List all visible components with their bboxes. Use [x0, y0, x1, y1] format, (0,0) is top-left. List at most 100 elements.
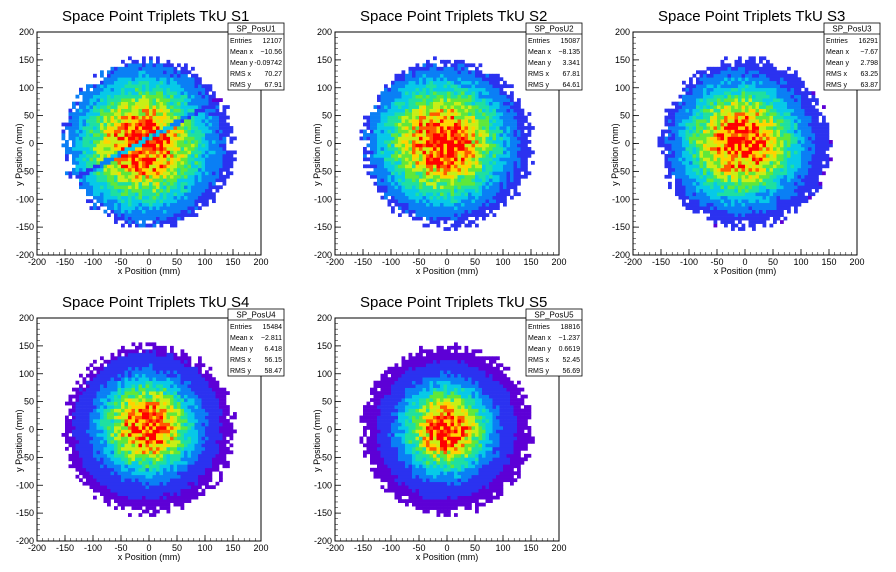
heatmap-cell [194, 115, 199, 120]
heatmap-cell [96, 143, 101, 148]
heatmap-cell [419, 188, 423, 193]
heatmap-cell [699, 150, 704, 155]
heatmap-cell [482, 73, 486, 78]
heatmap-cell [138, 216, 143, 221]
heatmap-cell [107, 122, 111, 127]
heatmap-cell [461, 59, 465, 64]
heatmap-cell [443, 126, 448, 130]
heatmap-cell [506, 112, 511, 116]
heatmap-cell [468, 105, 472, 109]
heatmap-cell [114, 188, 118, 193]
heatmap-cell [387, 157, 392, 162]
heatmap-cell [692, 140, 697, 144]
heatmap-cell [689, 112, 693, 116]
heatmap-cell [741, 227, 746, 231]
heatmap-cell [678, 164, 683, 169]
heatmap-cell [422, 98, 427, 102]
heatmap-cell [173, 216, 178, 221]
heatmap-cell [724, 119, 728, 123]
heatmap-cell [138, 133, 143, 137]
heatmap-cell [731, 202, 735, 207]
heatmap-cell [394, 105, 399, 109]
heatmap-cell [457, 91, 462, 96]
heatmap-cell [107, 115, 111, 120]
heatmap-cell [135, 59, 139, 64]
heatmap-cell [454, 223, 458, 228]
heatmap-cell [696, 202, 700, 207]
heatmap-cell [468, 202, 472, 207]
heatmap-cell [121, 174, 125, 179]
heatmap-cell [177, 171, 181, 176]
heatmap-cell [440, 206, 444, 211]
heatmap-cell [96, 160, 101, 165]
x-tick-label: 50 [172, 257, 182, 267]
heatmap-cell [170, 122, 174, 127]
heatmap-cell [517, 115, 521, 120]
heatmap-cell [513, 129, 518, 134]
heatmap-cell [682, 80, 686, 85]
heatmap-cell [426, 199, 430, 204]
heatmap-cell [741, 108, 746, 113]
heatmap-cell [215, 136, 220, 141]
heatmap-cell [107, 98, 111, 102]
heatmap-cell [692, 87, 697, 92]
heatmap-cell [492, 119, 497, 123]
heatmap-cell [219, 150, 223, 155]
heatmap-cell [499, 164, 504, 169]
heatmap-cell [675, 129, 679, 134]
heatmap-cell [89, 119, 94, 123]
heatmap-cell [159, 105, 164, 109]
heatmap-cell [492, 140, 497, 144]
heatmap-cell [762, 192, 767, 197]
heatmap-cell [96, 108, 101, 113]
heatmap-cell [457, 213, 462, 217]
heatmap-cell [201, 153, 206, 158]
heatmap-cell [752, 199, 756, 204]
stats-label: Entries [528, 38, 550, 45]
heatmap-cell [703, 150, 707, 155]
heatmap-cell [173, 185, 178, 190]
heatmap-cell [422, 195, 427, 200]
heatmap-cell [703, 77, 707, 82]
heatmap-cell [117, 209, 122, 214]
heatmap-cell [457, 59, 462, 64]
heatmap-cell [675, 174, 679, 179]
heatmap-cell [485, 77, 490, 82]
heatmap-cell [433, 66, 437, 71]
heatmap-cell [706, 115, 711, 120]
heatmap-cell [503, 150, 507, 155]
heatmap-cell [426, 73, 430, 78]
heatmap-cell [692, 185, 697, 190]
heatmap-cell [422, 192, 427, 197]
heatmap-cell [492, 126, 497, 130]
heatmap-cell [457, 146, 462, 151]
heatmap-cell [731, 101, 735, 106]
heatmap-cell [727, 66, 732, 71]
heatmap-cell [103, 150, 108, 155]
heatmap-cell [517, 140, 521, 144]
heatmap-cell [128, 185, 132, 190]
heatmap-cell [387, 87, 392, 92]
heatmap-cell [142, 157, 146, 162]
heatmap-cell [713, 87, 718, 92]
heatmap-cell [412, 84, 416, 89]
heatmap-cell [471, 206, 476, 211]
heatmap-cell [703, 192, 707, 197]
heatmap-cell [212, 105, 216, 109]
heatmap-cell [384, 185, 388, 190]
heatmap-cell [699, 112, 704, 116]
heatmap-cell [436, 185, 441, 190]
heatmap-cell [492, 146, 497, 151]
heatmap-cell [100, 178, 104, 183]
heatmap-cell [107, 129, 111, 134]
heatmap-cell [748, 164, 753, 169]
heatmap-cell [471, 195, 476, 200]
heatmap-cell [429, 157, 434, 162]
heatmap-cell [145, 188, 150, 193]
heatmap-cell [762, 160, 767, 165]
heatmap-cell [156, 202, 160, 207]
heatmap-cell [121, 181, 125, 186]
heatmap-cell [471, 77, 476, 82]
heatmap-cell [710, 77, 714, 82]
heatmap-cell [121, 185, 125, 190]
